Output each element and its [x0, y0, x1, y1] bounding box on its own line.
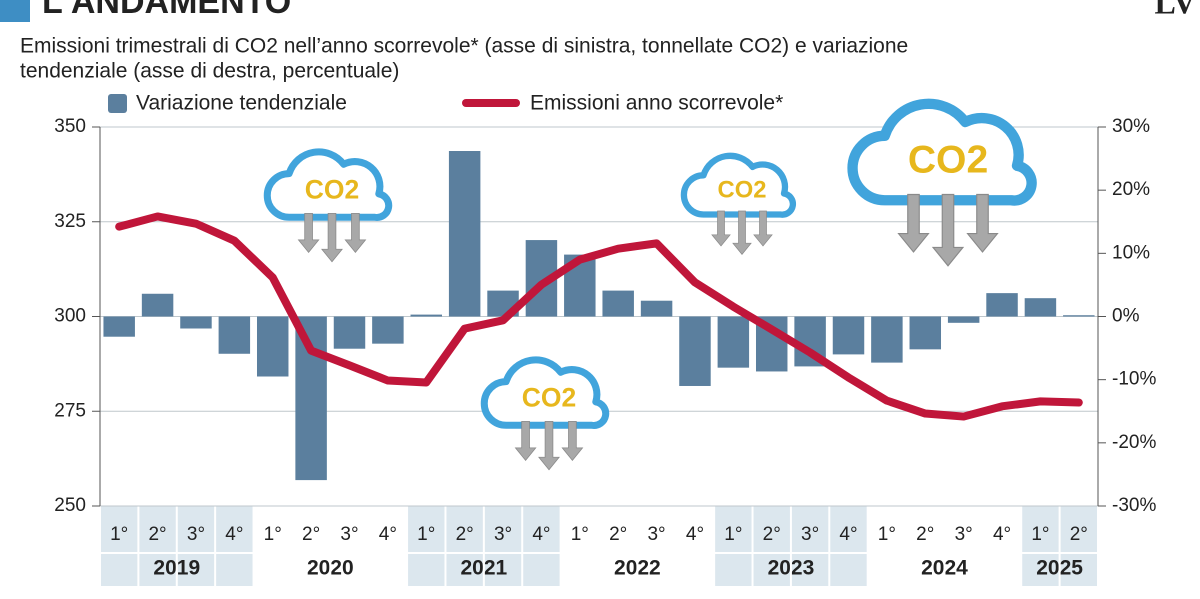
cloud-label: CO2 [908, 139, 988, 182]
title-marker [0, 0, 30, 22]
x-tick-label: 4° [839, 524, 857, 545]
bar [679, 316, 711, 386]
x-tick-label: 4° [993, 524, 1011, 545]
x-tick-label: 3° [340, 524, 358, 545]
legend-label: Emissioni anno scorrevole* [530, 92, 783, 115]
x-tick-label: 4° [532, 524, 550, 545]
y2-tick-label: -20% [1112, 432, 1156, 453]
x-tick-label: 3° [494, 524, 512, 545]
x-tick-label: 3° [801, 524, 819, 545]
bar [640, 300, 673, 317]
x-tick-label: 2° [456, 524, 474, 545]
x-tick-label: 4° [686, 524, 704, 545]
arrow [931, 193, 965, 267]
x-tick-label: 2° [609, 524, 627, 545]
x-tick-label: 2° [302, 524, 320, 545]
x-tick-label: 1° [417, 524, 435, 545]
cloud-label: CO2 [718, 177, 767, 204]
y2-tick-label: 20% [1112, 179, 1150, 200]
arrow [297, 213, 320, 254]
y-tick-label: 275 [54, 400, 86, 421]
bar [832, 316, 865, 355]
cloud-icon: CO2 [480, 356, 610, 471]
x-tick-label: 3° [955, 524, 973, 545]
y2-tick-label: -10% [1112, 369, 1156, 390]
x-tick-label: 4° [225, 524, 243, 545]
arrow [321, 213, 343, 263]
arrow [711, 210, 731, 247]
bar [333, 316, 366, 349]
x-tick-label: 1° [264, 524, 282, 545]
bar [372, 316, 404, 344]
cloud [847, 98, 1037, 206]
y-tick-label: 350 [54, 116, 86, 137]
subtitle: tendenziale (asse di destra, percentuale… [20, 60, 399, 83]
x-tick-label: 3° [187, 524, 205, 545]
cloud [263, 148, 393, 221]
bar [141, 293, 174, 317]
arrow [538, 421, 560, 471]
x-tick-label: 2° [1070, 524, 1088, 545]
x-tick-label: 3° [647, 524, 665, 545]
bar [871, 316, 903, 363]
arrow [753, 210, 773, 247]
bar [602, 290, 634, 317]
bar [947, 316, 980, 323]
y2-tick-label: 30% [1112, 116, 1150, 137]
y-tick-label: 300 [54, 306, 86, 327]
x-tick-label: 1° [110, 524, 128, 545]
chart-title: L'ANDAMENTO [42, 0, 291, 21]
arrow [344, 213, 367, 254]
bar [986, 293, 1018, 317]
bar [256, 316, 289, 377]
bar [448, 151, 481, 317]
line [115, 212, 1083, 421]
x-tick-label: 1° [571, 524, 589, 545]
bar [103, 316, 135, 337]
y-tick-label: 325 [54, 211, 86, 232]
x-tick-label: 2° [916, 524, 934, 545]
x-tick-label: 4° [379, 524, 397, 545]
y2-tick-label: -30% [1112, 495, 1156, 516]
bar [909, 316, 942, 350]
cloud-label: CO2 [522, 383, 577, 413]
cloud-label: CO2 [305, 175, 360, 205]
legend-label: Variazione tendenziale [136, 92, 347, 115]
bar [1024, 298, 1057, 317]
cloud-icon: CO2 [847, 98, 1037, 267]
x-tick-label: 1° [1031, 524, 1049, 545]
y2-tick-label: 0% [1112, 306, 1140, 327]
arrow [897, 193, 930, 253]
cloud-icon: CO2 [263, 148, 393, 263]
x-tick-label: 2° [148, 524, 166, 545]
cloud-icon: CO2 [680, 152, 797, 255]
x-tick-label: 1° [878, 524, 896, 545]
y2-tick-label: 10% [1112, 242, 1150, 263]
cloud [680, 152, 797, 218]
bar [218, 316, 251, 354]
x-tick-label: 2° [763, 524, 781, 545]
cloud [480, 356, 610, 429]
bar [1063, 315, 1095, 317]
legend-swatch [108, 94, 127, 113]
bar [410, 314, 443, 317]
arrow [561, 421, 584, 462]
subtitle: Emissioni trimestrali di CO2 nell’anno s… [20, 35, 908, 58]
arrow [514, 421, 537, 462]
bar [295, 316, 327, 481]
y-tick-label: 250 [54, 495, 86, 516]
bar [717, 316, 750, 368]
x-tick-label: 1° [724, 524, 742, 545]
bar [180, 316, 212, 329]
arrow [966, 193, 999, 253]
logo: LV [1154, 0, 1196, 20]
arrow [732, 210, 752, 255]
